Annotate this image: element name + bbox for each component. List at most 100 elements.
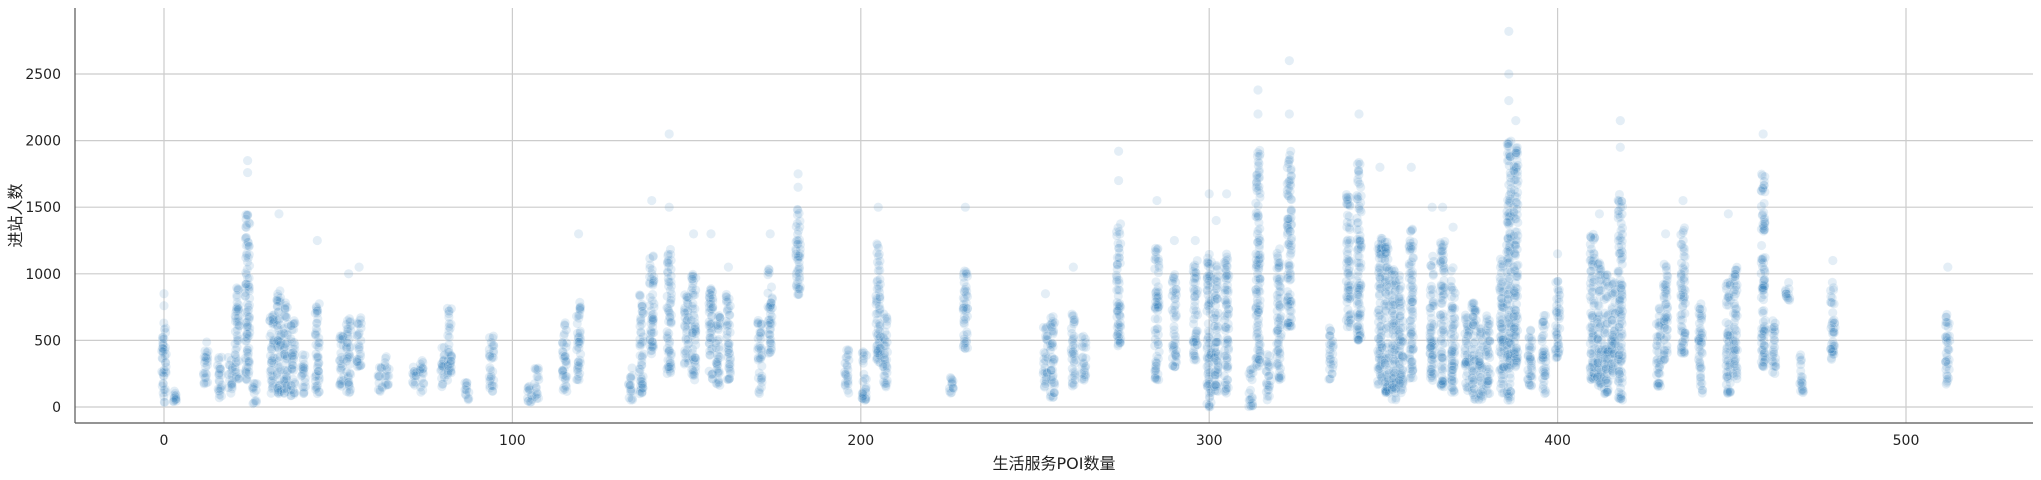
data-point: [1731, 337, 1741, 348]
data-point: [1552, 276, 1563, 287]
data-point: [1188, 277, 1199, 288]
data-point: [300, 350, 310, 361]
data-point: [1352, 282, 1362, 293]
data-point: [874, 265, 885, 276]
data-point: [335, 331, 346, 341]
data-point: [276, 336, 286, 347]
data-point: [269, 309, 279, 320]
data-point: [242, 210, 252, 221]
data-point: [352, 330, 363, 341]
data-point: [381, 370, 391, 381]
data-point: [288, 354, 299, 364]
data-point: [1448, 222, 1458, 232]
data-point: [794, 274, 805, 285]
data-point: [214, 352, 224, 363]
data-point: [1435, 310, 1446, 320]
data-point: [444, 347, 454, 358]
data-point: [1551, 352, 1562, 363]
data-point: [1067, 349, 1078, 360]
data-point: [281, 374, 292, 385]
data-point: [278, 328, 289, 339]
data-point: [1653, 368, 1664, 378]
data-point: [754, 384, 765, 395]
data-point: [202, 353, 213, 364]
data-point: [344, 333, 355, 344]
data-point: [354, 361, 364, 371]
data-point: [288, 344, 299, 355]
data-point: [160, 387, 171, 397]
data-point: [1192, 255, 1203, 266]
data-point: [1040, 289, 1051, 299]
data-point: [244, 312, 255, 323]
data-point: [313, 351, 323, 361]
data-point: [1048, 357, 1059, 368]
data-point: [200, 352, 211, 363]
data-point: [299, 363, 310, 373]
data-point: [1273, 337, 1283, 348]
data-point: [158, 388, 169, 398]
data-point: [1725, 386, 1736, 397]
data-point: [243, 167, 253, 178]
data-point: [268, 335, 278, 345]
data-point: [282, 329, 293, 340]
data-point: [300, 373, 311, 384]
data-point: [961, 268, 972, 279]
data-point: [1326, 337, 1337, 348]
data-point: [240, 366, 251, 377]
data-point: [201, 353, 212, 364]
data-point: [345, 325, 356, 335]
data-point: [244, 357, 254, 367]
data-point: [1210, 347, 1221, 357]
data-point: [1436, 334, 1447, 344]
data-point: [271, 295, 282, 306]
data-point: [200, 352, 211, 363]
data-point: [342, 324, 352, 334]
data-point: [160, 327, 171, 338]
data-point: [381, 351, 392, 362]
data-point: [160, 357, 171, 368]
data-point: [297, 381, 308, 392]
point-cluster: [1522, 325, 1537, 391]
data-point: [280, 342, 290, 352]
data-point: [272, 294, 283, 305]
data-point: [244, 260, 255, 271]
data-point: [288, 319, 299, 330]
data-point: [159, 365, 169, 375]
data-point: [243, 237, 254, 248]
data-point: [373, 384, 384, 395]
data-point: [157, 334, 168, 345]
data-point: [280, 376, 290, 387]
data-point: [1077, 341, 1088, 352]
data-point: [232, 284, 243, 294]
data-point: [312, 235, 322, 246]
data-point: [1283, 260, 1294, 271]
data-point: [298, 388, 309, 399]
data-point: [313, 366, 324, 377]
data-point: [345, 316, 355, 327]
data-point: [960, 202, 970, 212]
data-point: [1253, 200, 1263, 211]
data-point: [1536, 333, 1547, 344]
data-point: [251, 395, 262, 406]
data-point: [1728, 308, 1739, 319]
data-point: [573, 229, 584, 239]
point-cluster: [1188, 235, 1203, 365]
point-cluster: [1219, 189, 1234, 398]
data-point: [688, 269, 698, 280]
data-point: [353, 342, 364, 353]
data-point: [1480, 347, 1491, 357]
data-point: [1407, 253, 1418, 263]
data-point: [1554, 290, 1565, 300]
data-point: [1380, 243, 1391, 254]
data-point: [311, 339, 321, 350]
data-point: [311, 323, 322, 334]
data-point: [287, 360, 298, 371]
data-point: [214, 375, 224, 386]
data-point: [1222, 362, 1233, 372]
data-point: [1438, 353, 1448, 363]
point-cluster: [857, 346, 872, 406]
point-cluster: [752, 315, 767, 399]
data-point: [1068, 314, 1079, 325]
data-point: [272, 335, 283, 346]
data-point: [1223, 335, 1233, 345]
